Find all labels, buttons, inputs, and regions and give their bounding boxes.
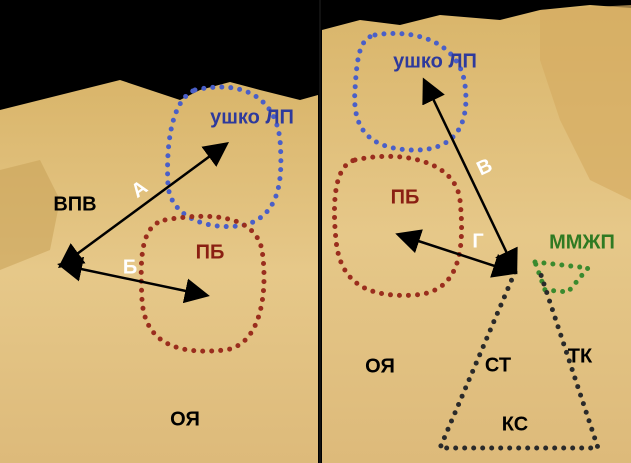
mmzhp-outline	[531, 259, 593, 295]
tissue-shade	[540, 5, 631, 200]
label: Б	[123, 256, 137, 278]
label: Г	[472, 230, 483, 252]
label: СТ	[485, 354, 511, 376]
label: ММЖП	[549, 231, 615, 253]
label: ОЯ	[170, 408, 200, 430]
label: ПБ	[391, 186, 420, 208]
label: КС	[502, 413, 528, 435]
arrow-g	[395, 229, 518, 278]
label: ТК	[568, 345, 593, 367]
label: ушко ЛП	[210, 106, 294, 128]
tissue-left	[0, 80, 318, 463]
triangle-outline	[436, 269, 602, 451]
label: ВПВ	[53, 193, 96, 215]
label: ОЯ	[365, 355, 395, 377]
arrow-b	[57, 256, 210, 304]
label: ПБ	[196, 241, 225, 263]
tissue-shade	[0, 160, 60, 270]
label: ушко ЛП	[393, 50, 477, 72]
arrow-a	[57, 142, 230, 268]
